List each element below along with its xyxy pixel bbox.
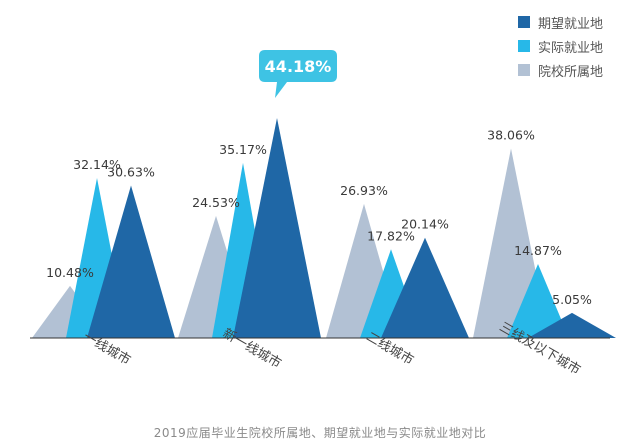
data-label-actual-2: 17.82% [367, 228, 415, 243]
chart-data-labels: 10.48% 32.14%30.63% 24.53% 35.17% 26.93% 17.8… [46, 127, 592, 306]
legend-label-expected: 期望就业地 [538, 16, 604, 32]
data-label-expected-2: 20.14% [401, 217, 449, 232]
legend-label-school: 院校所属地 [538, 64, 604, 80]
peak-expected-1 [233, 118, 321, 338]
data-label-actual-3: 14.87% [514, 243, 562, 258]
legend-swatch-school [518, 64, 530, 76]
data-label-actual-0: 32.14% [73, 157, 121, 172]
data-label-expected-3: 5.05% [552, 292, 592, 307]
data-label-school-1: 24.53% [192, 195, 240, 210]
chart-peaks [32, 118, 616, 338]
peak-expected-2 [381, 237, 469, 338]
data-label-school-0: 10.48% [46, 265, 94, 280]
legend: 期望就业地 实际就业地 院校所属地 [518, 10, 603, 82]
legend-swatch-actual [518, 40, 530, 52]
legend-item-actual: 实际就业地 [518, 34, 603, 58]
legend-swatch-expected [518, 16, 530, 28]
data-label-expected-0: 30.63% [107, 164, 155, 179]
peak-expected-3 [528, 312, 616, 338]
highlight-callout: 44.18% [259, 50, 337, 98]
data-label-school-3: 38.06% [487, 127, 535, 142]
legend-label-actual: 实际就业地 [538, 40, 604, 56]
chart-title: 2019应届毕业生院校所属地、期望就业地与实际就业地对比 [153, 426, 487, 440]
legend-item-expected: 期望就业地 [518, 10, 603, 34]
highlight-label: 44.18% [265, 57, 332, 76]
legend-item-school: 院校所属地 [518, 58, 603, 82]
highlight-bubble [259, 50, 337, 98]
peak-expected-0 [87, 185, 175, 338]
data-label-school-2: 26.93% [340, 183, 388, 198]
peak-actual-3 [507, 263, 569, 338]
data-label-actual-1: 35.17% [219, 142, 267, 157]
